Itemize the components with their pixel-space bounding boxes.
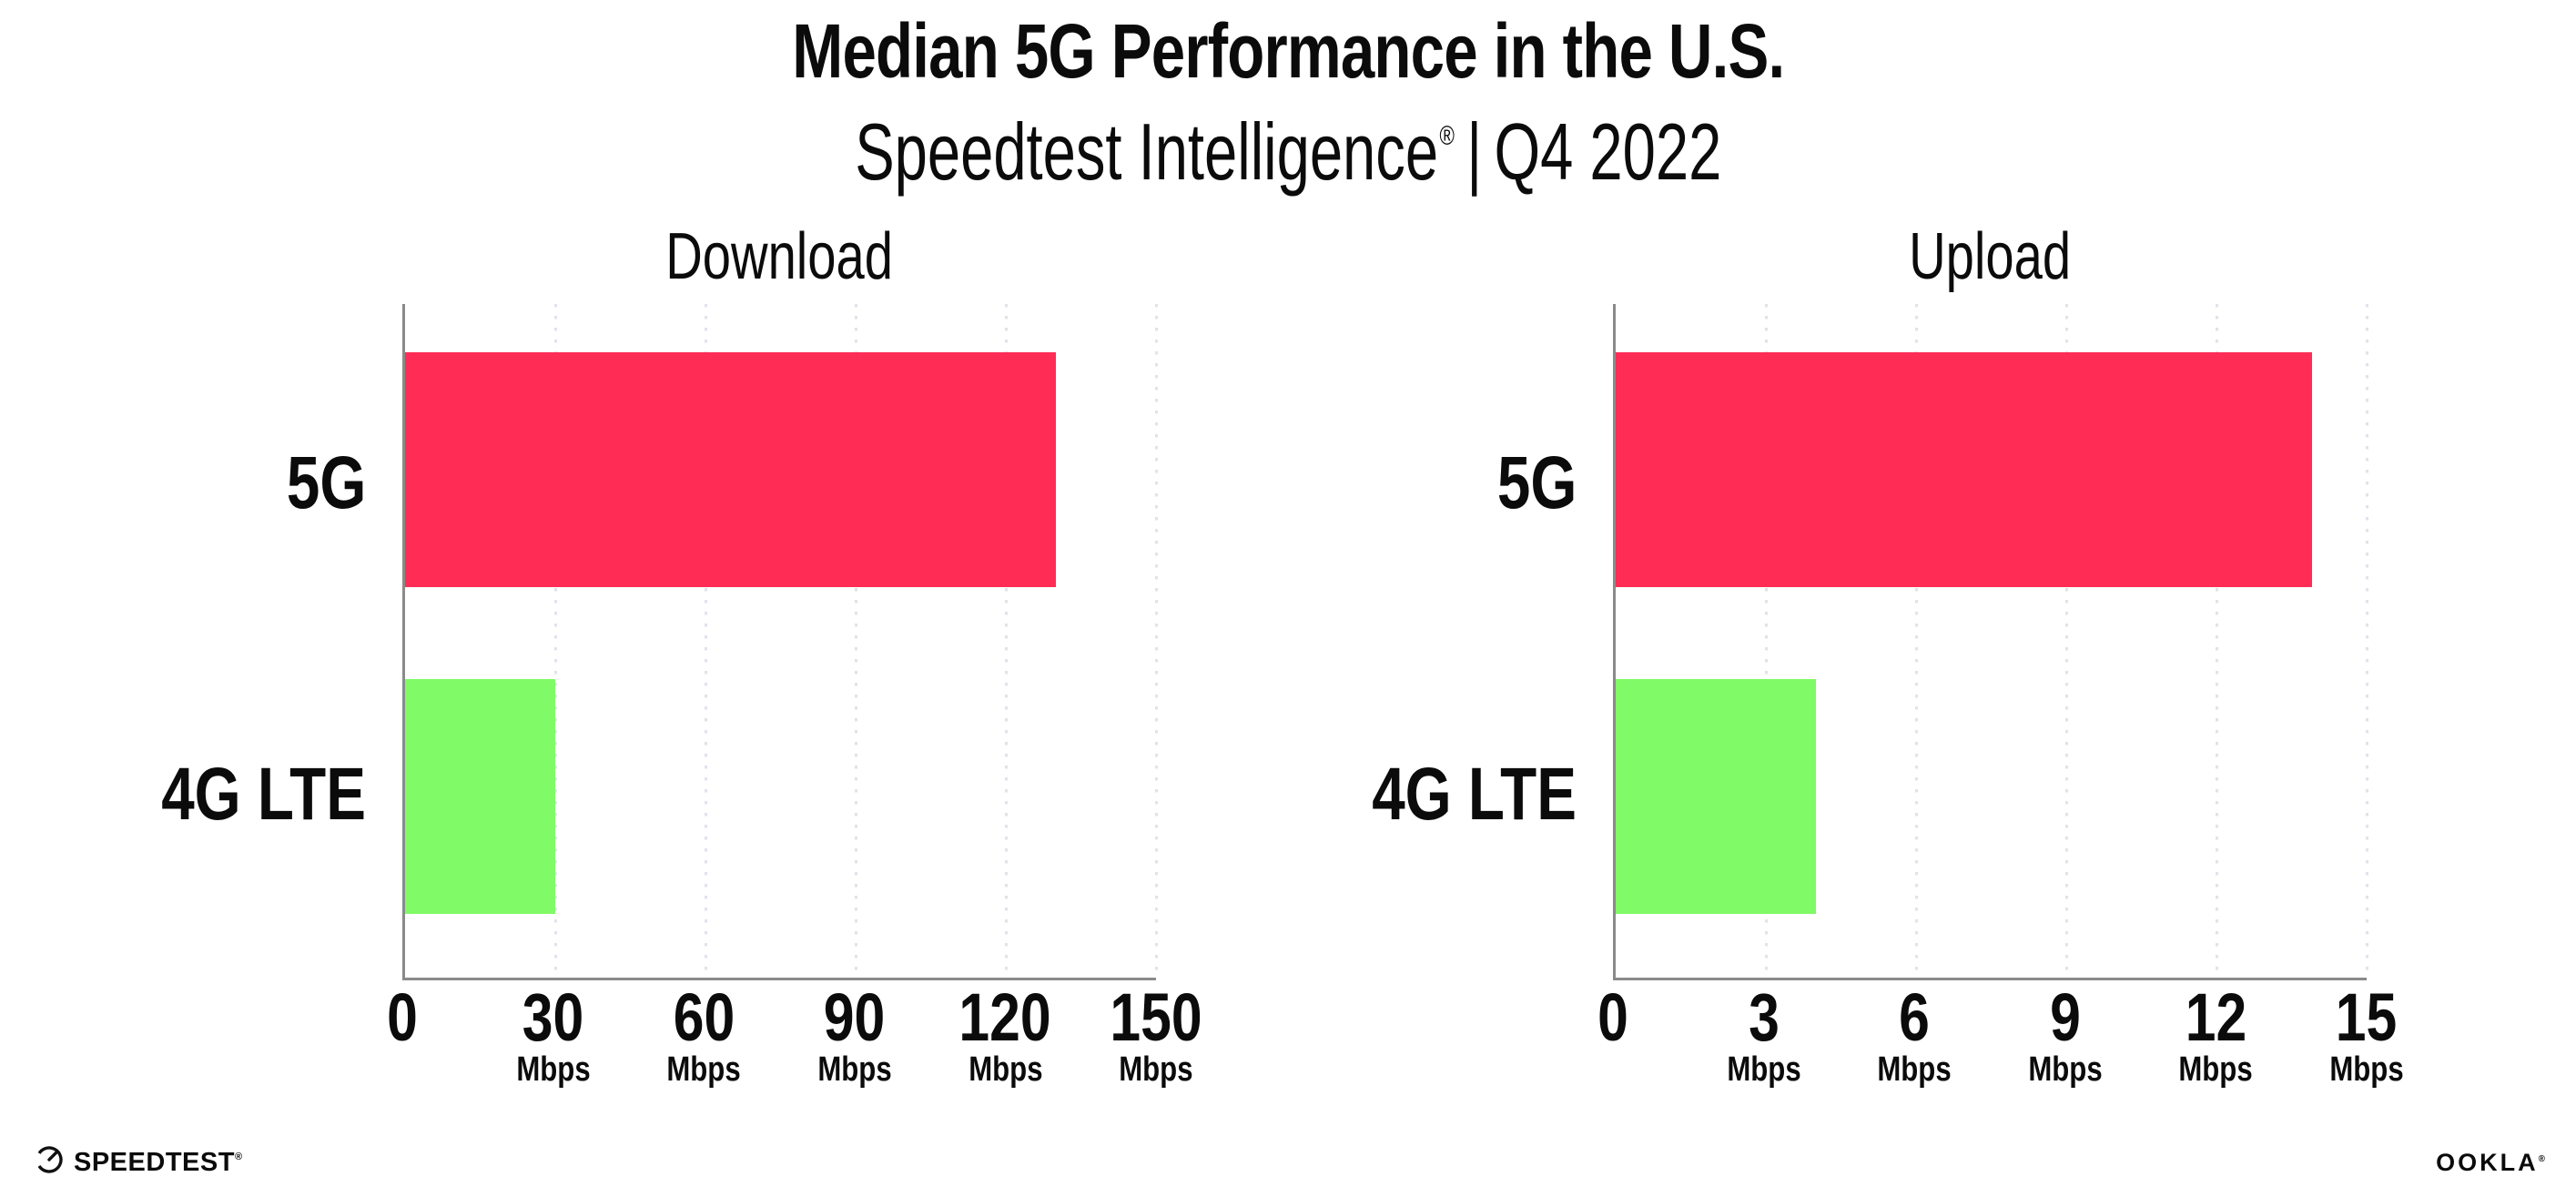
bar-4g-lte	[1616, 679, 1816, 914]
chart-title-text: Download	[665, 220, 893, 293]
tick-unit: Mbps	[1877, 1050, 1952, 1089]
tick-value: 9	[2049, 979, 2081, 1055]
registered-mark-icon: ®	[1439, 121, 1455, 151]
tick-value: 15	[2336, 979, 2398, 1055]
plot-area-download	[402, 304, 1158, 980]
speedtest-gauge-icon	[35, 1146, 63, 1173]
gridline	[2065, 304, 2068, 978]
tick-value: 90	[824, 979, 886, 1055]
tick-unit: Mbps	[817, 1050, 892, 1089]
category-label-5g: 5G	[1121, 438, 1577, 529]
x-tick-label: 12 Mbps	[2171, 979, 2261, 1089]
gridline	[1765, 304, 1768, 978]
page-title-text: Median 5G Performance in the U.S.	[791, 8, 1785, 94]
tick-unit: Mbps	[666, 1050, 741, 1089]
x-tick-label: 3 Mbps	[1719, 979, 1809, 1089]
x-tick-label: 90 Mbps	[809, 979, 899, 1089]
x-axis-download: 0 30 Mbps 60 Mbps 90 Mbps 120 Mbps 150 Mbps	[387, 979, 1202, 1097]
gridline	[2366, 304, 2368, 978]
subtitle-period: Q4 2022	[1494, 107, 1722, 197]
category-label-text: 4G LTE	[1372, 753, 1577, 836]
category-label-text: 4G LTE	[161, 753, 366, 836]
bar-4g-lte	[405, 679, 555, 914]
chart-title-download: Download	[311, 222, 1247, 291]
gridline	[705, 304, 707, 978]
subtitle-separator: |	[1465, 107, 1482, 197]
tick-value: 0	[387, 979, 418, 1055]
x-tick-label: 9 Mbps	[2020, 979, 2110, 1089]
tick-unit: Mbps	[968, 1050, 1043, 1089]
gridline	[2216, 304, 2218, 978]
tick-value: 60	[673, 979, 735, 1055]
category-label-text: 5G	[1496, 441, 1577, 524]
plot-area-upload	[1613, 304, 2368, 980]
ookla-logo: OOKLA®	[2436, 1143, 2545, 1176]
gridline	[1915, 304, 1918, 978]
tick-value: 120	[958, 979, 1052, 1055]
ookla-wordmark: OOKLA	[2436, 1149, 2539, 1176]
gridline	[1155, 304, 1158, 978]
x-tick-label: 30 Mbps	[508, 979, 598, 1089]
category-label-4g-lte: 4G LTE	[0, 749, 366, 840]
bar-5g	[1616, 352, 2312, 587]
tick-value: 6	[1899, 979, 1931, 1055]
x-axis-upload: 0 3 Mbps 6 Mbps 9 Mbps 12 Mbps 15 Mbps	[1597, 979, 2404, 1097]
tick-unit: Mbps	[2028, 1050, 2103, 1089]
ookla-registered-icon: ®	[2538, 1154, 2545, 1164]
subtitle-brand: Speedtest Intelligence	[854, 107, 1438, 197]
speedtest-registered-icon: ®	[234, 1151, 243, 1162]
tick-unit: Mbps	[1119, 1050, 1193, 1089]
page-subtitle: Speedtest Intelligence® | Q4 2022	[0, 95, 2576, 194]
chart-title-upload: Upload	[1522, 222, 2458, 291]
speedtest-logo: SPEEDTEST®	[33, 1141, 243, 1178]
tick-value: 12	[2185, 979, 2247, 1055]
category-label-text: 5G	[286, 441, 366, 524]
tick-value: 30	[522, 979, 584, 1055]
x-tick-label: 6 Mbps	[1870, 979, 1960, 1089]
gridline	[855, 304, 857, 978]
tick-unit: Mbps	[1726, 1050, 1801, 1089]
tick-value: 0	[1597, 979, 1628, 1055]
tick-value: 3	[1748, 979, 1780, 1055]
x-tick-label: 120 Mbps	[949, 979, 1061, 1089]
tick-value: 150	[1110, 979, 1202, 1055]
chart-title-text: Upload	[1909, 220, 2071, 293]
category-label-5g: 5G	[0, 438, 366, 529]
tick-unit: Mbps	[2178, 1050, 2254, 1089]
x-tick-label: 0	[1594, 979, 1631, 1055]
page-title: Median 5G Performance in the U.S.	[0, 13, 2576, 89]
x-tick-label: 15 Mbps	[2321, 979, 2411, 1089]
x-tick-label: 60 Mbps	[659, 979, 749, 1089]
bar-5g	[405, 352, 1056, 587]
speedtest-wordmark: SPEEDTEST®	[74, 1148, 243, 1177]
gridline	[554, 304, 557, 978]
gridline	[1005, 304, 1008, 978]
tick-unit: Mbps	[2329, 1050, 2404, 1089]
category-label-4g-lte: 4G LTE	[1121, 749, 1577, 840]
tick-unit: Mbps	[515, 1050, 591, 1089]
x-tick-label: 150 Mbps	[1100, 979, 1212, 1089]
x-tick-label: 0	[383, 979, 421, 1055]
